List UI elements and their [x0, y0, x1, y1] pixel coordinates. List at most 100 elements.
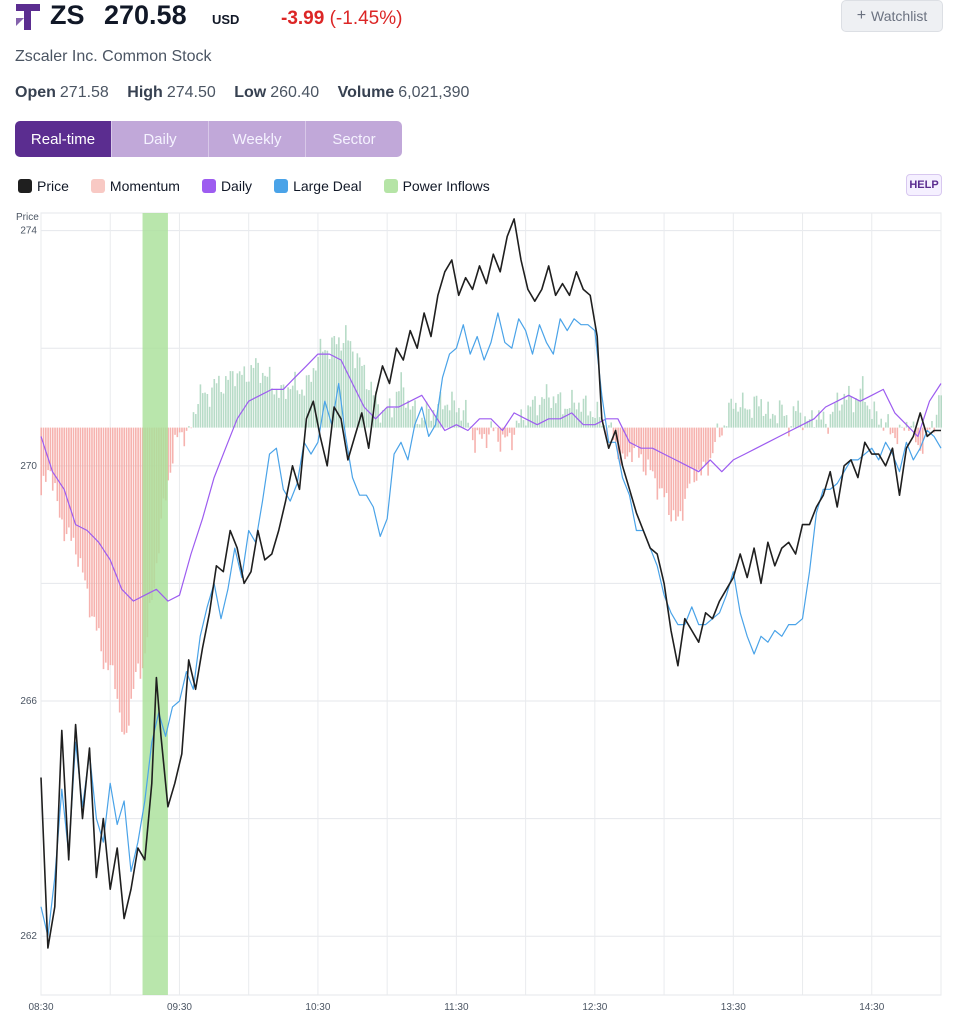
momentum-bar-positive	[395, 391, 398, 428]
momentum-bar-positive	[538, 404, 541, 428]
momentum-bar-negative	[93, 427, 96, 617]
momentum-bar-positive	[825, 423, 827, 428]
momentum-bar-positive	[264, 375, 266, 428]
momentum-bar-negative	[107, 427, 109, 671]
momentum-bar-positive	[294, 371, 296, 428]
momentum-bar-positive	[868, 409, 871, 428]
legend-price[interactable]: Price	[18, 178, 69, 194]
momentum-bar-negative	[190, 427, 192, 429]
momentum-bar-positive	[808, 419, 811, 428]
momentum-bar-negative	[65, 427, 68, 535]
large-deal-line	[40, 312, 942, 937]
momentum-bar-positive	[845, 399, 848, 428]
x-tick-label: 09:30	[167, 1002, 192, 1013]
momentum-bar-positive	[931, 421, 933, 428]
stat-low-label: Low	[234, 84, 267, 101]
momentum-bar-positive	[458, 407, 460, 428]
momentum-bar-positive	[850, 396, 852, 428]
momentum-bar-positive	[848, 385, 850, 428]
momentum-bar-negative	[176, 427, 179, 438]
momentum-bar-negative	[709, 427, 712, 459]
momentum-bar-negative	[654, 427, 656, 479]
legend-large-deal[interactable]: Large Deal	[274, 178, 362, 194]
momentum-bar-negative	[508, 427, 511, 433]
tab-weekly[interactable]: Weekly	[208, 121, 305, 157]
momentum-bar-negative	[47, 427, 49, 471]
momentum-bar-positive	[841, 404, 843, 428]
momentum-bar-negative	[928, 427, 931, 430]
momentum-bar-positive	[534, 396, 536, 428]
stat-high-value: 274.50	[166, 84, 216, 101]
momentum-bar-negative	[476, 427, 479, 431]
momentum-bar-negative	[698, 427, 700, 470]
momentum-bar-positive	[252, 367, 255, 428]
watchlist-label: Watchlist	[871, 8, 928, 24]
momentum-bar-negative	[137, 427, 139, 664]
momentum-bar-positive	[555, 403, 557, 428]
legend-momentum[interactable]: Momentum	[90, 178, 180, 194]
momentum-bar-negative	[677, 427, 679, 517]
help-button[interactable]: HELP	[906, 174, 942, 196]
legend-power-inflows-swatch	[383, 179, 398, 193]
momentum-bar-positive	[582, 398, 585, 428]
momentum-bar-positive	[589, 411, 592, 428]
momentum-bar-positive	[596, 401, 599, 428]
momentum-bar-positive	[243, 366, 246, 428]
tab-daily[interactable]: Daily	[111, 121, 208, 157]
momentum-bar-negative	[91, 427, 93, 617]
stat-open-value: 271.58	[59, 84, 109, 101]
momentum-bar-negative	[495, 427, 497, 429]
momentum-bar-negative	[86, 427, 89, 589]
momentum-bar-positive	[363, 364, 366, 428]
momentum-bar-negative	[116, 427, 119, 699]
momentum-bar-negative	[70, 427, 72, 541]
momentum-bar-positive	[460, 420, 462, 428]
momentum-bar-positive	[381, 410, 384, 428]
momentum-bar-positive	[811, 410, 813, 428]
momentum-bar-positive	[278, 397, 280, 428]
tab-real-time[interactable]: Real-time	[15, 121, 111, 157]
momentum-bar-negative	[707, 427, 709, 476]
momentum-bar-positive	[591, 417, 594, 428]
momentum-bar-positive	[333, 336, 336, 428]
momentum-bar-positive	[423, 420, 426, 428]
momentum-bar-positive	[536, 415, 539, 428]
momentum-bar-positive	[192, 412, 195, 428]
momentum-bar-positive	[298, 394, 301, 428]
momentum-bar-positive	[795, 411, 797, 428]
momentum-bar-positive	[375, 391, 377, 428]
momentum-bar-positive	[222, 393, 225, 428]
momentum-bar-positive	[760, 399, 762, 428]
momentum-bar-negative	[181, 427, 183, 433]
momentum-bar-positive	[748, 409, 751, 428]
momentum-bar-negative	[123, 427, 126, 735]
momentum-bar-positive	[238, 371, 241, 428]
momentum-bar-positive	[201, 393, 204, 428]
momentum-bar-positive	[453, 400, 456, 428]
momentum-bar-positive	[273, 394, 276, 428]
momentum-bar-negative	[499, 427, 502, 452]
momentum-bar-positive	[843, 393, 846, 428]
momentum-bar-positive	[806, 420, 809, 428]
tab-sector[interactable]: Sector	[305, 121, 402, 157]
momentum-bar-positive	[898, 424, 901, 428]
momentum-bar-positive	[522, 420, 525, 428]
momentum-bar-negative	[56, 427, 59, 502]
momentum-bar-negative	[511, 427, 513, 451]
legend-power-inflows[interactable]: Power Inflows	[383, 178, 490, 194]
stat-high-label: High	[127, 84, 163, 101]
momentum-bar-positive	[197, 404, 199, 428]
legend-daily[interactable]: Daily	[201, 178, 252, 194]
momentum-bar-negative	[167, 427, 169, 481]
watchlist-button[interactable]: + Watchlist	[841, 0, 943, 32]
daily-line	[40, 353, 942, 602]
momentum-bar-positive	[490, 421, 492, 428]
momentum-bar-negative	[61, 427, 63, 520]
momentum-bar-positive	[834, 403, 836, 428]
momentum-bar-negative	[174, 427, 176, 435]
momentum-bar-negative	[827, 427, 829, 434]
momentum-bar-positive	[601, 425, 603, 428]
momentum-bar-negative	[624, 427, 626, 460]
momentum-bar-positive	[746, 409, 749, 428]
momentum-bar-negative	[705, 427, 707, 465]
